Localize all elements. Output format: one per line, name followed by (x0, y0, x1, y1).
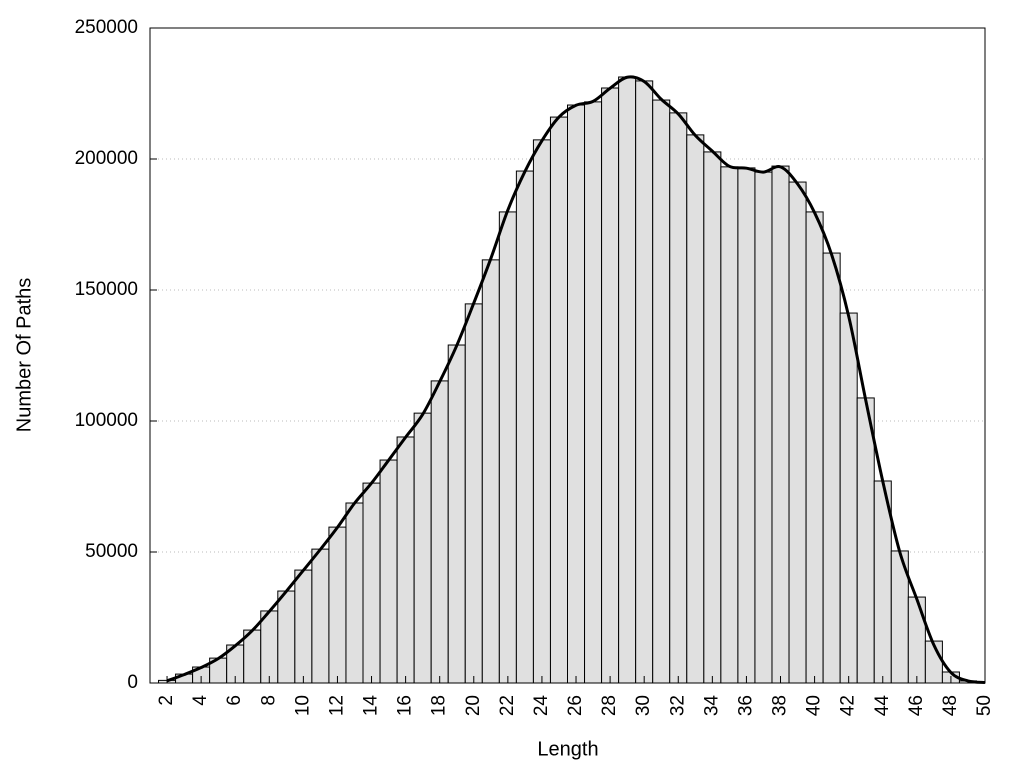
bar (498, 211, 517, 684)
x-tick-label: 16 (395, 695, 416, 716)
bar (447, 344, 466, 684)
x-tick-label: 50 (974, 695, 995, 716)
bar (788, 181, 807, 684)
x-tick-label: 46 (906, 695, 927, 716)
bar (839, 312, 858, 684)
y-tick-label: 0 (127, 672, 138, 693)
x-tick-label: 4 (190, 695, 211, 706)
bar (618, 76, 637, 684)
x-tick-label: 30 (633, 695, 654, 716)
bar (277, 590, 296, 684)
x-tick-label: 38 (770, 695, 791, 716)
bar (430, 380, 449, 684)
bar (805, 211, 824, 684)
bar (601, 87, 620, 684)
bar (396, 436, 415, 684)
x-tick-label: 24 (531, 695, 552, 717)
x-tick-label: 32 (667, 695, 688, 716)
x-tick-label: 44 (872, 695, 893, 717)
bar (515, 170, 534, 684)
y-tick-label: 200000 (75, 148, 138, 169)
bar (311, 548, 330, 684)
bar (822, 252, 841, 684)
x-tick-label: 28 (599, 695, 620, 716)
x-tick-label: 34 (701, 695, 722, 717)
y-axis-label: Number Of Paths (13, 278, 35, 433)
bar (362, 482, 381, 684)
bar (652, 99, 671, 684)
bar (737, 167, 756, 684)
x-tick-label: 6 (224, 695, 245, 706)
bar (345, 502, 364, 684)
y-tick-label: 100000 (75, 410, 138, 431)
plot-frame (149, 27, 986, 684)
bar (669, 112, 688, 684)
y-tick-label: 150000 (75, 279, 138, 300)
x-axis-label: Length (537, 738, 598, 760)
bar (635, 80, 654, 684)
bar (464, 303, 483, 684)
x-tick-label: 10 (292, 695, 313, 716)
x-tick-label: 22 (497, 695, 518, 716)
bar (703, 151, 722, 684)
x-tick-label: 48 (940, 695, 961, 716)
x-tick-label: 40 (804, 695, 825, 716)
x-tick-label: 26 (565, 695, 586, 716)
bar (584, 101, 603, 684)
x-tick-label: 12 (326, 695, 347, 716)
bar (856, 397, 875, 684)
bar (413, 412, 432, 684)
bar (260, 610, 279, 684)
x-tick-label: 8 (258, 695, 279, 706)
bar (720, 166, 739, 684)
y-tick-label: 50000 (85, 541, 138, 562)
x-tick-label: 2 (156, 695, 177, 706)
x-tick-label: 36 (735, 695, 756, 716)
x-tick-label: 18 (429, 695, 450, 716)
bar (294, 569, 313, 684)
x-tick-label: 42 (838, 695, 859, 716)
x-tick-label: 14 (361, 695, 382, 717)
bar (907, 596, 926, 684)
bar (532, 139, 551, 684)
y-tick-label: 250000 (75, 17, 138, 38)
bar (549, 116, 568, 684)
bar (567, 104, 586, 684)
bar (328, 526, 347, 684)
bar (686, 134, 705, 684)
bar (771, 165, 790, 684)
bar (754, 171, 773, 684)
x-tick-label: 20 (463, 695, 484, 716)
bar (379, 459, 398, 684)
curve (166, 75, 986, 684)
bar (481, 259, 500, 684)
